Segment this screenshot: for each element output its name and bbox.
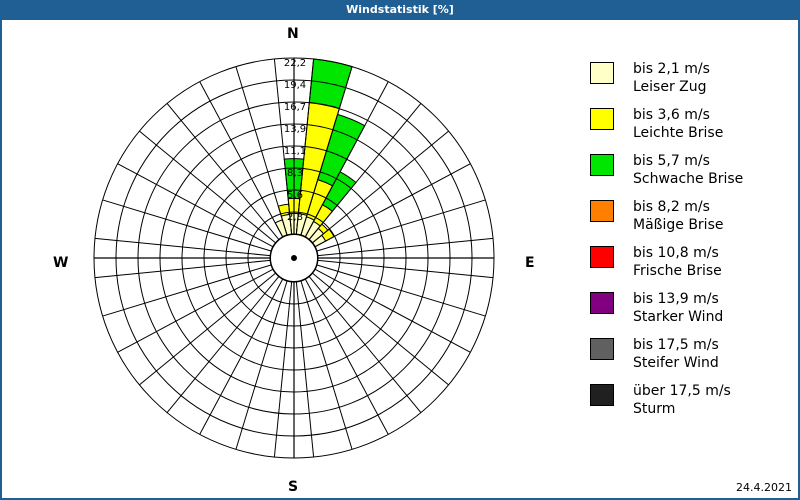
grid-spoke [166,103,280,240]
grid-spoke [316,199,486,252]
grid-spoke [316,264,486,317]
grid-spoke [304,278,389,435]
grid-spoke [295,58,315,235]
grid-spoke [300,66,353,236]
legend-item: bis 5,7 m/s Schwache Brise [590,153,790,200]
legend-range: über 17,5 m/s [633,383,731,399]
grid-spoke [94,237,271,257]
grid-spoke [117,163,274,248]
grid-spoke [314,163,471,248]
ring-label: 2,8 [287,212,303,223]
legend-range: bis 13,9 m/s [633,291,719,307]
legend-range: bis 2,1 m/s [633,61,710,77]
legend-name: Leiser Zug [633,79,707,95]
grid-spoke [199,81,284,238]
legend-item: bis 10,8 m/s Frische Brise [590,245,790,292]
legend-swatch [590,154,614,176]
legend-range: bis 10,8 m/s [633,245,719,261]
grid-spoke [117,268,274,353]
legend-swatch [590,200,614,222]
legend-swatch [590,108,614,130]
legend-range: bis 17,5 m/s [633,337,719,353]
center-dot [291,255,297,261]
wind-rose-chart: 2,8 5,6 8,3 11,1 13,9 16,7 19,4 22,2 [93,57,495,459]
grid-spoke [235,66,288,236]
legend-swatch [590,338,614,360]
grid-spoke [308,103,422,240]
compass-south-label: S [288,479,299,495]
grid-spoke [300,280,353,450]
ring-label: 5,6 [287,190,303,201]
ring-label: 16,7 [284,102,306,113]
legend-name: Leichte Brise [633,125,724,141]
grid-spoke [102,199,272,252]
legend-item: bis 8,2 m/s Mäßige Brise [590,199,790,246]
grid-spoke [295,281,315,458]
legend-name: Steifer Wind [633,355,719,371]
grid-spoke [94,259,271,279]
legend-swatch [590,292,614,314]
grid-spoke [317,259,494,279]
legend-item: bis 3,6 m/s Leichte Brise [590,107,790,154]
ring-label: 11,1 [284,146,306,157]
grid-spoke [273,58,293,235]
grid-spoke [312,272,449,386]
window-title: Windstatistik [%] [346,3,454,16]
ring-label: 22,2 [284,58,306,69]
legend-item: bis 13,9 m/s Starker Wind [590,291,790,338]
date-label: 24.4.2021 [736,481,792,494]
grid-spoke [139,272,276,386]
grid-spoke [312,130,449,244]
legend-name: Starker Wind [633,309,724,325]
grid-spoke [199,278,284,435]
grid-spoke [102,264,272,317]
compass-north-label: N [287,26,299,42]
legend-name: Mäßige Brise [633,217,724,233]
ring-label: 13,9 [284,124,306,135]
legend-range: bis 5,7 m/s [633,153,710,169]
legend-range: bis 8,2 m/s [633,199,710,215]
legend-swatch [590,384,614,406]
legend-name: Frische Brise [633,263,722,279]
legend-item: bis 17,5 m/s Steifer Wind [590,337,790,384]
legend-swatch [590,246,614,268]
legend-name: Schwache Brise [633,171,744,187]
ring-label: 8,3 [287,168,303,179]
legend-range: bis 3,6 m/s [633,107,710,123]
grid-spoke [139,130,276,244]
ring-label: 19,4 [284,80,306,91]
legend-swatch [590,62,614,84]
legend-item: über 17,5 m/s Sturm [590,383,790,430]
grid-spoke [317,237,494,257]
grid-spoke [314,268,471,353]
grid-spoke [304,81,389,238]
compass-east-label: E [525,255,535,271]
legend-item: bis 2,1 m/s Leiser Zug [590,61,790,108]
grid-spoke [308,276,422,413]
compass-west-label: W [53,255,69,271]
grid-spoke [235,280,288,450]
grid-spoke [166,276,280,413]
legend-name: Sturm [633,401,676,417]
grid-spoke [273,281,293,458]
chart-panel: 2,8 5,6 8,3 11,1 13,9 16,7 19,4 22,2 N E S W bi… [2,20,798,498]
